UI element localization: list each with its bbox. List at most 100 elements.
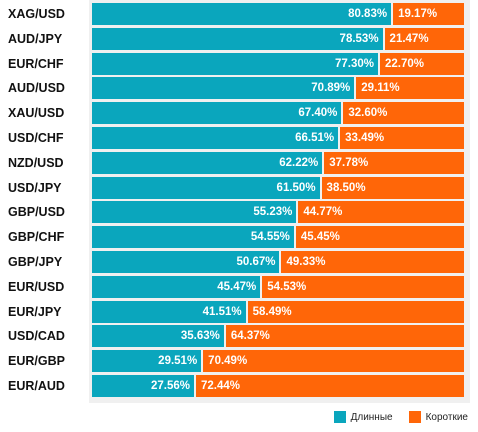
legend-item-short: Короткие	[408, 411, 468, 423]
bar-row: XAU/USD 67.40% 32.60%	[0, 102, 478, 125]
value-label-short: 33.49%	[345, 132, 385, 144]
bar-row: GBP/USD 55.23% 44.77%	[0, 201, 478, 224]
bar-long	[92, 251, 280, 273]
value-label-short: 54.53%	[267, 280, 307, 293]
value-label-short: 64.37%	[230, 330, 270, 343]
value-label-long: 70.89%	[311, 82, 351, 95]
value-label-short: 37.78%	[329, 156, 369, 169]
bar-short	[340, 127, 464, 149]
bar-long	[92, 325, 224, 348]
category-label: AUD/JPY	[8, 31, 63, 46]
value-label-short: 44.77%	[303, 206, 343, 219]
bar-short	[203, 350, 464, 373]
bar-row: AUD/JPY 78.53% 21.47%	[0, 27, 478, 50]
value-label-long: 35.63%	[180, 330, 220, 343]
category-label: EUR/JPY	[8, 304, 62, 319]
bar-short	[324, 151, 464, 174]
bar-long	[92, 151, 323, 174]
value-label-short: 29.11%	[361, 82, 400, 95]
legend-swatch-long	[333, 411, 346, 423]
category-label: EUR/CHF	[8, 56, 64, 71]
bar-row: USD/CHF 66.51% 33.49%	[0, 127, 478, 149]
category-label: XAG/USD	[8, 7, 65, 21]
bar-row: EUR/GBP 29.51% 70.49%	[0, 350, 478, 373]
legend: Длинные Короткие	[333, 410, 468, 424]
value-label-long: 67.40%	[298, 107, 338, 120]
bar-short	[295, 226, 464, 249]
value-label-long: 29.51%	[158, 355, 198, 368]
category-label: GBP/JPY	[8, 255, 63, 269]
value-label-long: 78.53%	[339, 32, 379, 45]
value-label-short: 32.60%	[348, 107, 388, 120]
value-label-short: 21.47%	[389, 32, 429, 45]
bar-row: AUD/USD 70.89% 29.11%	[0, 77, 478, 100]
bar-row: USD/JPY 61.50% 38.50%	[0, 176, 478, 199]
value-label-long: 45.47%	[217, 280, 257, 293]
bar-row: EUR/JPY 41.51% 58.49%	[0, 300, 478, 323]
value-label-long: 50.67%	[236, 256, 276, 268]
legend-label-short: Короткие	[425, 411, 468, 423]
bar-short	[281, 251, 464, 273]
value-label-short: 72.44%	[200, 380, 240, 392]
bar-row: USD/CAD 35.63% 64.37%	[0, 325, 478, 348]
bar-long	[92, 226, 294, 249]
bar-long	[92, 275, 261, 298]
bar-long	[92, 127, 339, 149]
category-label: USD/JPY	[8, 180, 62, 195]
category-label: EUR/USD	[8, 279, 65, 294]
category-label: USD/CAD	[8, 329, 65, 344]
bar-long	[92, 52, 378, 75]
bar-long	[92, 77, 355, 100]
bar-short	[380, 52, 464, 75]
value-label-long: 27.56%	[150, 380, 190, 392]
bar-long	[92, 375, 194, 397]
bar-short	[298, 201, 464, 224]
value-label-short: 19.17%	[398, 8, 438, 20]
value-label-short: 22.70%	[385, 57, 425, 70]
bar-short	[247, 300, 464, 323]
bar-row: GBP/JPY 50.67% 49.33%	[0, 251, 478, 273]
bar-short	[262, 275, 464, 298]
bar-short	[356, 77, 464, 100]
bar-row: XAG/USD 80.83% 19.17%	[0, 3, 478, 25]
value-label-long: 80.83%	[348, 8, 388, 20]
bar-long	[92, 176, 320, 199]
legend-label-long: Длинные	[350, 411, 393, 423]
bar-row: EUR/AUD 27.56% 72.44%	[0, 375, 478, 397]
value-label-short: 49.33%	[286, 256, 326, 268]
value-label-long: 61.50%	[276, 181, 316, 194]
value-label-short: 38.50%	[326, 181, 366, 194]
bar-short	[225, 325, 464, 348]
category-label: AUD/USD	[8, 81, 65, 96]
bar-row: EUR/USD 45.47% 54.53%	[0, 275, 478, 298]
bar-row: EUR/CHF 77.30% 22.70%	[0, 52, 478, 75]
bar-long	[92, 3, 392, 25]
bar-long	[92, 27, 383, 50]
value-label-long: 54.55%	[250, 231, 290, 244]
bar-row: GBP/CHF 54.55% 45.45%	[0, 226, 478, 249]
bar-long	[92, 102, 342, 125]
bar-long	[92, 201, 297, 224]
value-label-long: 62.22%	[279, 156, 319, 169]
category-label: XAU/USD	[8, 106, 65, 121]
bar-short	[321, 176, 464, 199]
value-label-short: 45.45%	[300, 231, 340, 244]
bar-short	[384, 27, 464, 50]
category-label: USD/CHF	[8, 131, 64, 145]
category-label: EUR/AUD	[8, 379, 65, 393]
category-label: EUR/GBP	[8, 354, 65, 369]
bar-short	[343, 102, 464, 125]
value-label-long: 41.51%	[202, 305, 242, 318]
value-label-short: 70.49%	[208, 355, 248, 368]
value-label-long: 55.23%	[253, 206, 293, 219]
category-label: GBP/CHF	[8, 230, 65, 245]
legend-item-long: Длинные	[333, 411, 393, 423]
category-label: GBP/USD	[8, 205, 65, 220]
bar-long	[92, 350, 202, 373]
bar-short	[393, 3, 464, 25]
legend-swatch-short	[408, 411, 421, 423]
value-label-long: 77.30%	[335, 57, 375, 70]
bar-row: NZD/USD 62.22% 37.78%	[0, 151, 478, 174]
category-label: NZD/USD	[8, 155, 64, 170]
